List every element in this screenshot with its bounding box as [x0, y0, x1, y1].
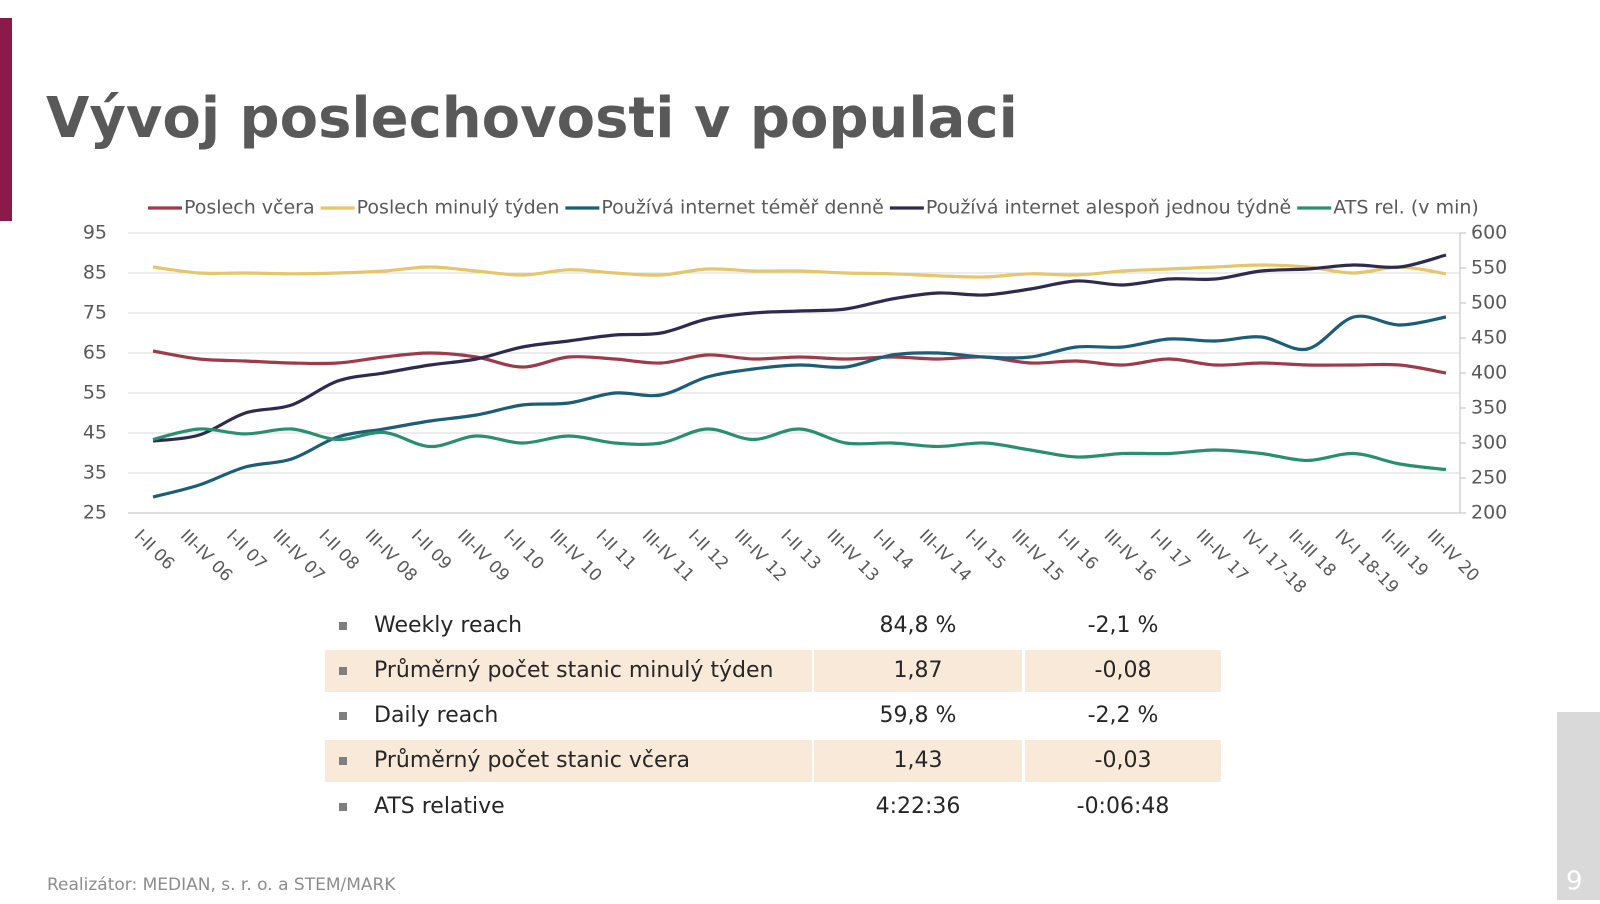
y2-tick-label: 550: [1471, 257, 1507, 279]
accent-bar: [0, 18, 12, 221]
bullet: [339, 757, 347, 765]
row-label: Weekly reach: [374, 613, 522, 638]
legend-label: Poslech minulý týden: [357, 197, 560, 219]
y2-tick-label: 400: [1471, 362, 1507, 384]
row-change: -2,1 %: [1088, 613, 1159, 638]
y2-tick-label: 300: [1471, 432, 1507, 454]
legend-label: Používá internet alespoň jednou týdně: [926, 197, 1291, 219]
row-value: 59,8 %: [880, 703, 957, 728]
row-change: -0:06:48: [1077, 794, 1170, 819]
row-band: [325, 650, 812, 692]
slide-title: Vývoj poslechovosti v populaci: [46, 86, 1018, 151]
row-label: Průměrný počet stanic minulý týden: [374, 658, 773, 683]
row-band: [1025, 650, 1221, 692]
row-label: Průměrný počet stanic včera: [374, 748, 690, 773]
page-number: 9: [1566, 867, 1583, 897]
row-value: 84,8 %: [880, 613, 957, 638]
y2-tick-label: 500: [1471, 292, 1507, 314]
y2-tick-label: 200: [1471, 502, 1507, 524]
y-tick-label: 85: [83, 262, 107, 284]
y-tick-label: 35: [83, 462, 107, 484]
y2-tick-label: 450: [1471, 327, 1507, 349]
y-tick-label: 75: [83, 302, 107, 324]
footer: Realizátor: MEDIAN, s. r. o. a STEM/MARK: [47, 875, 396, 895]
row-change: -2,2 %: [1088, 703, 1159, 728]
x-tick-label: III-IV 20: [1423, 526, 1483, 586]
y-tick-label: 95: [83, 222, 107, 244]
y2-tick-label: 600: [1471, 222, 1507, 244]
row-change: -0,03: [1095, 748, 1152, 773]
row-band: [325, 740, 812, 782]
row-label: ATS relative: [374, 794, 505, 819]
legend-label: Poslech včera: [184, 197, 315, 219]
page-tab: [1557, 712, 1600, 900]
y2-tick-label: 250: [1471, 467, 1507, 489]
row-band: [814, 740, 1022, 782]
row-band: [814, 650, 1022, 692]
y2-tick-label: 350: [1471, 397, 1507, 419]
series-line: [152, 253, 1447, 443]
y-tick-label: 25: [83, 502, 107, 524]
row-band: [1025, 740, 1221, 782]
bullet: [339, 803, 347, 811]
legend-label: ATS rel. (v min): [1333, 197, 1479, 219]
legend-label: Používá internet téměř denně: [601, 197, 884, 219]
bullet: [339, 667, 347, 675]
row-value: 4:22:36: [876, 794, 961, 819]
y-tick-label: 55: [83, 382, 107, 404]
chart: 25 35 45 55 65 75 85 95 200 250 300 350 400 450 500 550…: [83, 197, 1507, 598]
y-tick-label: 65: [83, 342, 107, 364]
x-tick-label: I-II 06: [130, 526, 178, 574]
row-value: 1,87: [894, 658, 943, 683]
table: Weekly reach 84,8 % -2,1 % Průměrný počet s…: [325, 613, 1221, 819]
bullet: [339, 622, 347, 630]
series-line: [152, 263, 1447, 279]
row-label: Daily reach: [374, 703, 498, 728]
bullet: [339, 712, 347, 720]
series-line: [152, 427, 1447, 472]
row-value: 1,43: [894, 748, 943, 773]
series-line: [152, 349, 1447, 375]
series-line: [152, 314, 1447, 499]
y-tick-label: 45: [83, 422, 107, 444]
row-change: -0,08: [1095, 658, 1152, 683]
